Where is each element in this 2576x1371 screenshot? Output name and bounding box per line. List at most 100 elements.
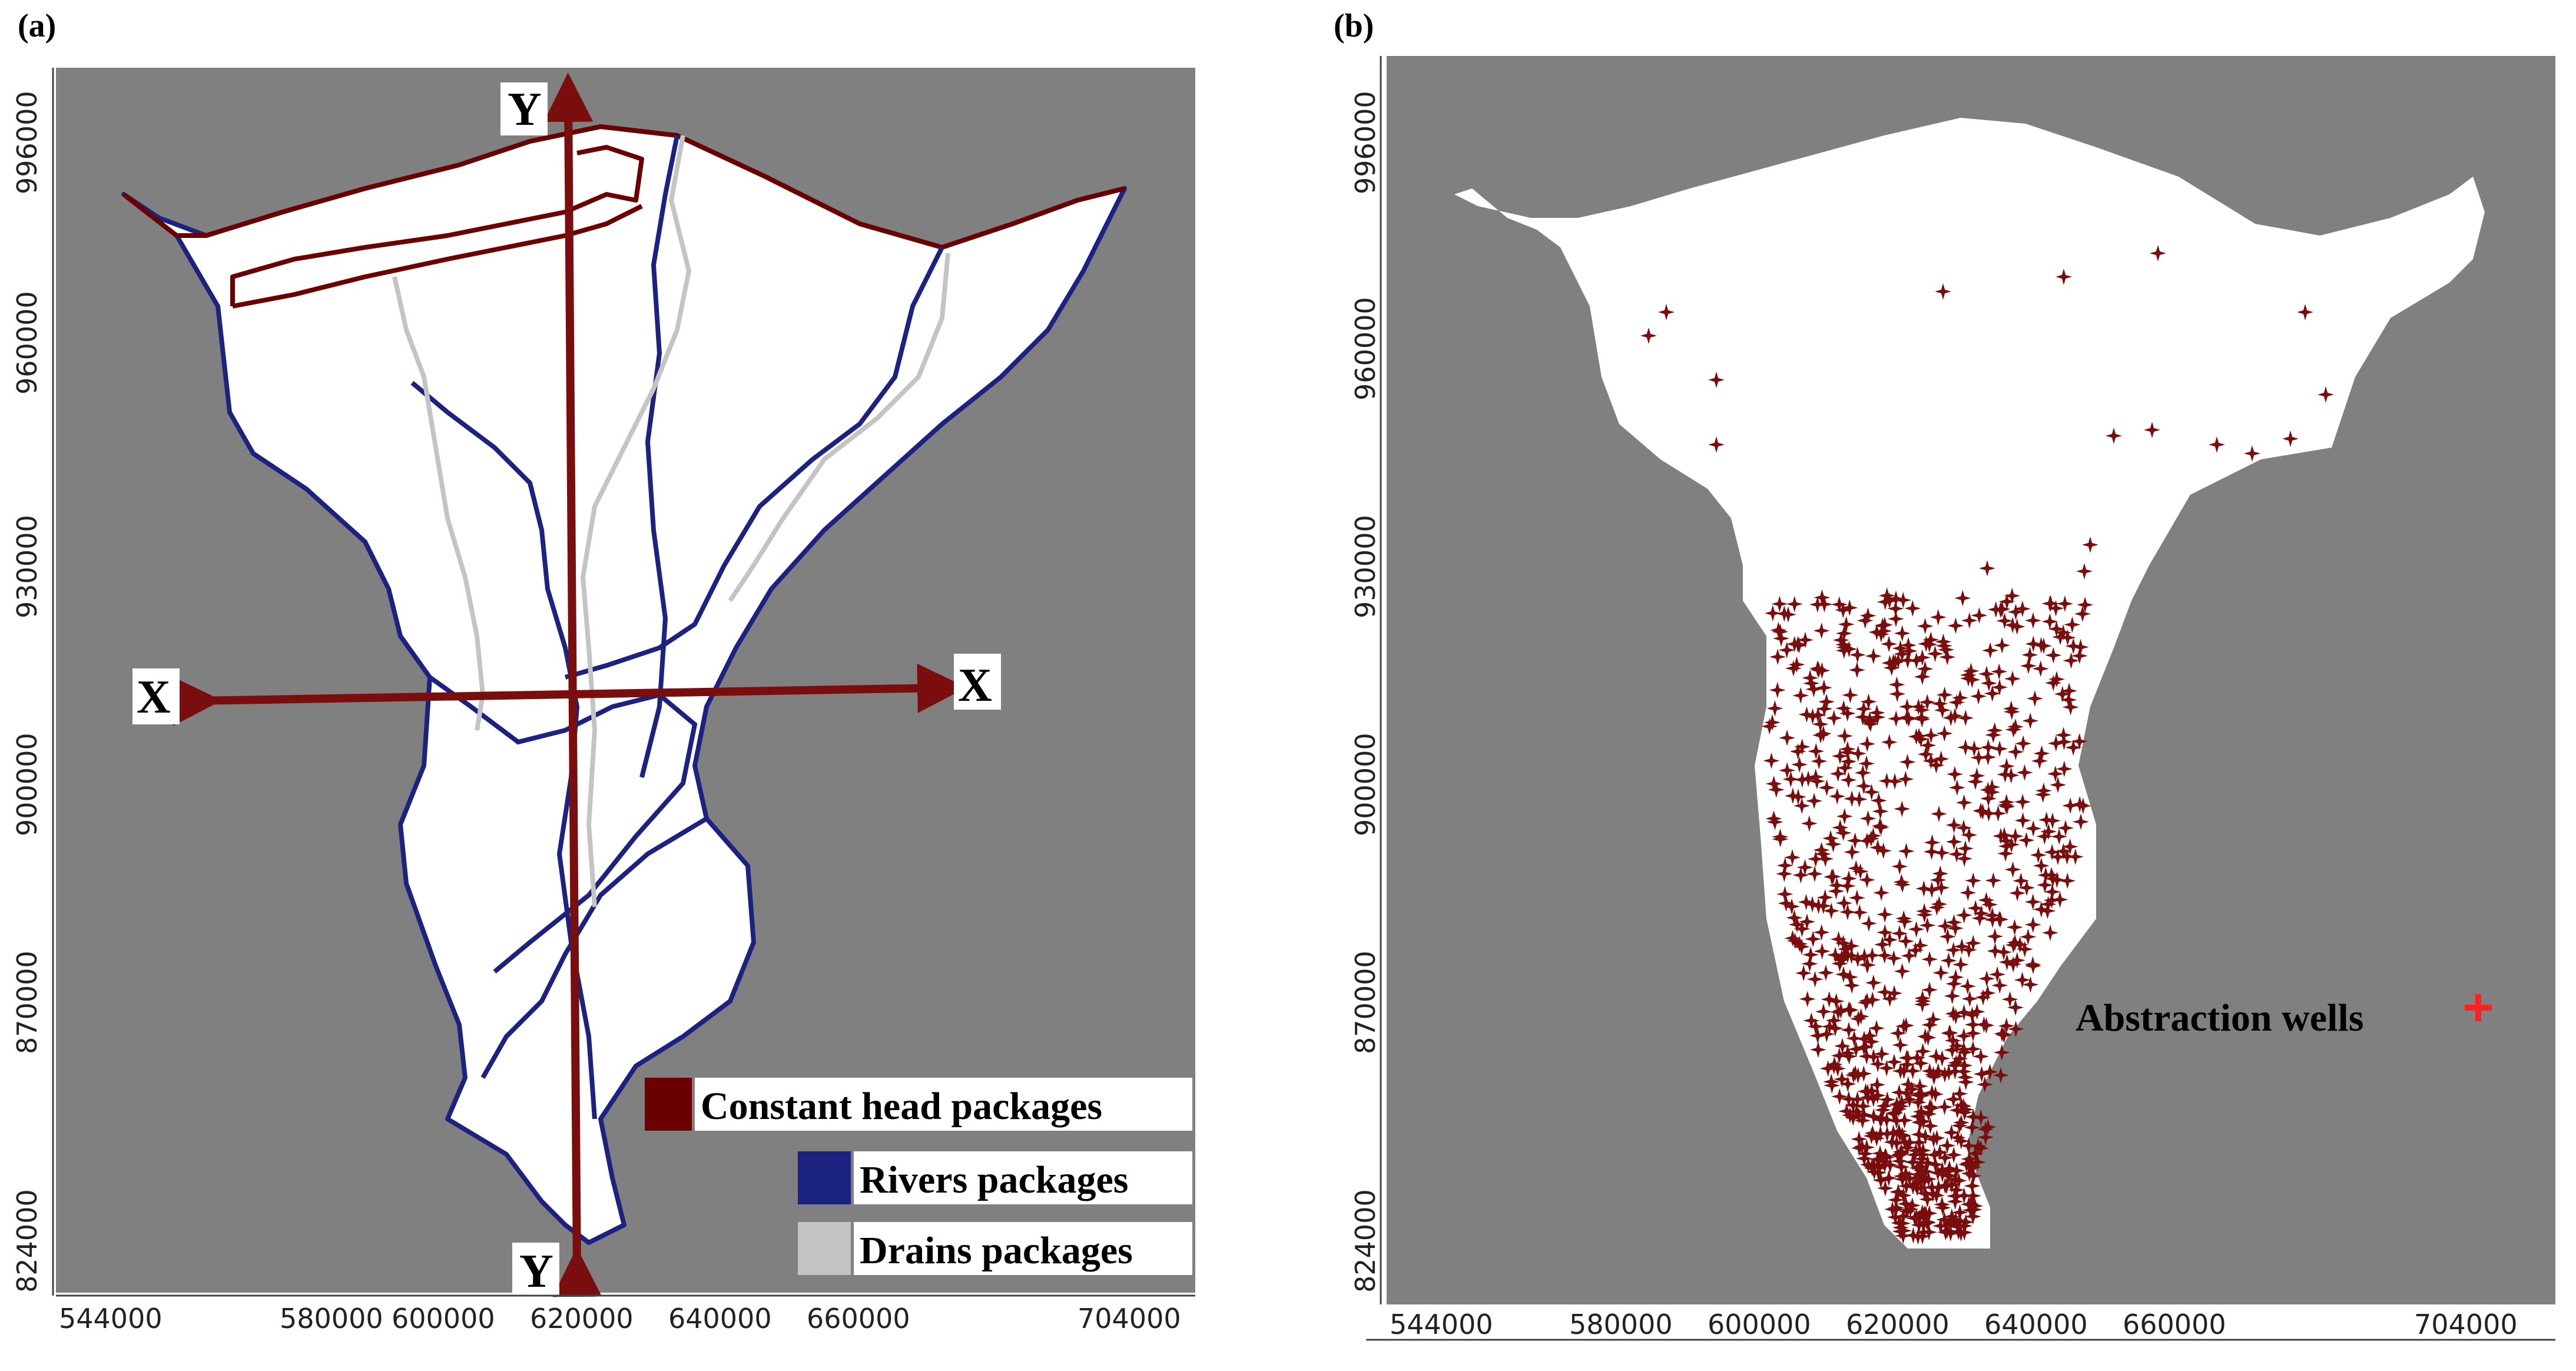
abstraction-well-marker (1972, 1140, 1990, 1157)
abstraction-well-marker (1865, 1090, 1882, 1107)
abstraction-well-marker (1964, 1177, 1981, 1194)
abstraction-well-marker (2209, 436, 2225, 453)
abstraction-well-marker (1911, 727, 1928, 744)
abstraction-well-marker (1960, 1137, 1977, 1154)
abstraction-well-marker (1802, 670, 1819, 687)
abstraction-well-marker (1899, 652, 1916, 669)
abstraction-well-marker (2014, 600, 2031, 617)
abstraction-well-marker (1805, 681, 1822, 698)
panel-a-y-top-box (500, 82, 548, 135)
abstraction-well-marker (1956, 850, 1973, 867)
abstraction-well-marker (2044, 870, 2061, 887)
abstraction-well-marker (1855, 700, 1872, 717)
abstraction-well-marker (1914, 1043, 1931, 1060)
abstraction-well-marker (1887, 773, 1904, 790)
abstraction-well-marker (1937, 641, 1954, 658)
abstraction-well-marker (1814, 845, 1831, 862)
abstraction-well-marker (1945, 1091, 1962, 1108)
abstraction-well-marker (1863, 1033, 1880, 1050)
panel-a-x-tick: 600000 (392, 1303, 495, 1334)
abstraction-well-marker (2061, 838, 2078, 855)
abstraction-well-marker (1809, 596, 1826, 613)
abstraction-well-marker (1868, 624, 1885, 641)
abstraction-well-marker (1832, 951, 1849, 968)
abstraction-well-marker (2071, 733, 2088, 750)
abstraction-well-marker (2014, 812, 2031, 829)
abstraction-well-marker (1863, 783, 1880, 800)
abstraction-well-marker (1813, 842, 1830, 859)
panel-a-y-tick: 996000 (11, 91, 43, 194)
abstraction-well-marker (2044, 812, 2061, 829)
abstraction-well-marker (2021, 647, 2038, 664)
panel-a-x-tick: 544000 (59, 1303, 163, 1334)
abstraction-well-marker (1962, 663, 1980, 680)
abstraction-well-marker (1976, 1076, 1993, 1093)
abstraction-well-marker (1919, 1191, 1936, 1208)
abstraction-well-marker (1852, 863, 1869, 880)
abstraction-well-marker (1972, 905, 1990, 922)
abstraction-well-marker (2051, 828, 2068, 845)
abstraction-well-marker (1922, 1117, 1939, 1134)
abstraction-well-marker (2008, 618, 2025, 635)
abstraction-well-marker (1947, 1063, 1964, 1080)
abstraction-well-marker (1952, 956, 1970, 973)
abstraction-well-marker (1917, 1028, 1934, 1045)
abstraction-well-marker (1945, 914, 1962, 931)
panel-b-y-tick: 960000 (1350, 297, 1381, 400)
abstraction-well-marker (1838, 1102, 1855, 1120)
abstraction-well-marker (1964, 1187, 1981, 1204)
abstraction-well-marker (1809, 1041, 1826, 1058)
abstraction-well-marker (1874, 1101, 1891, 1118)
abstraction-well-marker (1805, 930, 1822, 948)
abstraction-well-marker (2037, 876, 2054, 893)
abstraction-well-marker (1969, 1154, 1986, 1171)
abstraction-well-marker (1877, 1180, 1894, 1197)
abstraction-well-marker (2043, 866, 2060, 883)
abstraction-well-marker (1898, 698, 1915, 716)
abstraction-well-marker (1878, 587, 1895, 604)
panel-a-y-bottom-label: Y (519, 1246, 553, 1297)
abstraction-well-marker (1941, 1160, 1958, 1177)
abstraction-well-marker (1865, 974, 1882, 991)
abstraction-well-marker (1844, 790, 1861, 807)
abstraction-well-marker (1893, 1168, 1910, 1185)
abstraction-well-marker (1990, 805, 2007, 822)
abstraction-well-marker (1920, 1105, 1937, 1122)
abstraction-well-marker (1912, 731, 1929, 748)
abstraction-well-marker (1919, 737, 1937, 754)
abstraction-well-marker (1915, 1224, 1932, 1241)
abstraction-well-marker (1909, 1049, 1926, 1067)
abstraction-well-marker (1807, 1018, 1824, 1035)
abstraction-well-marker (1991, 977, 2008, 994)
abstraction-well-marker (1932, 865, 1949, 882)
abstraction-well-marker (1981, 896, 1998, 913)
abstraction-well-marker (1965, 1167, 1982, 1184)
abstraction-well-marker (2030, 846, 2047, 863)
abstraction-well-marker (1907, 1175, 1924, 1193)
abstraction-well-marker (1970, 749, 1987, 766)
abstraction-well-marker (1865, 1156, 1882, 1173)
abstraction-well-marker (2033, 857, 2050, 875)
legend-label-box-drains (854, 1222, 1192, 1275)
abstraction-well-marker (2045, 674, 2062, 691)
abstraction-well-marker (2015, 735, 2032, 752)
abstraction-well-marker (1964, 1025, 1981, 1042)
abstraction-well-marker (1991, 678, 2008, 696)
abstraction-well-marker (2016, 764, 2033, 781)
abstraction-well-marker (1789, 916, 1806, 933)
panel-a-x-axis: 544000 580000 600000 620000 640000 66000… (56, 1294, 1195, 1334)
abstraction-well-marker (1901, 1091, 1918, 1108)
abstraction-well-marker (1813, 622, 1830, 639)
abstraction-well-marker (1834, 1038, 1851, 1055)
abstraction-well-marker (1776, 886, 1793, 903)
abstraction-well-marker (2042, 924, 2059, 941)
abstraction-well-marker (1844, 843, 1861, 860)
abstraction-well-marker (2062, 797, 2079, 814)
abstraction-well-marker (1945, 942, 1962, 959)
abstraction-well-marker (2026, 690, 2043, 707)
abstraction-well-marker (2036, 828, 2053, 845)
abstraction-well-marker (1961, 1150, 1978, 1167)
abstraction-well-marker (1917, 1184, 1934, 1201)
abstraction-well-marker (1955, 1063, 1972, 1080)
abstraction-well-marker (2032, 660, 2049, 677)
